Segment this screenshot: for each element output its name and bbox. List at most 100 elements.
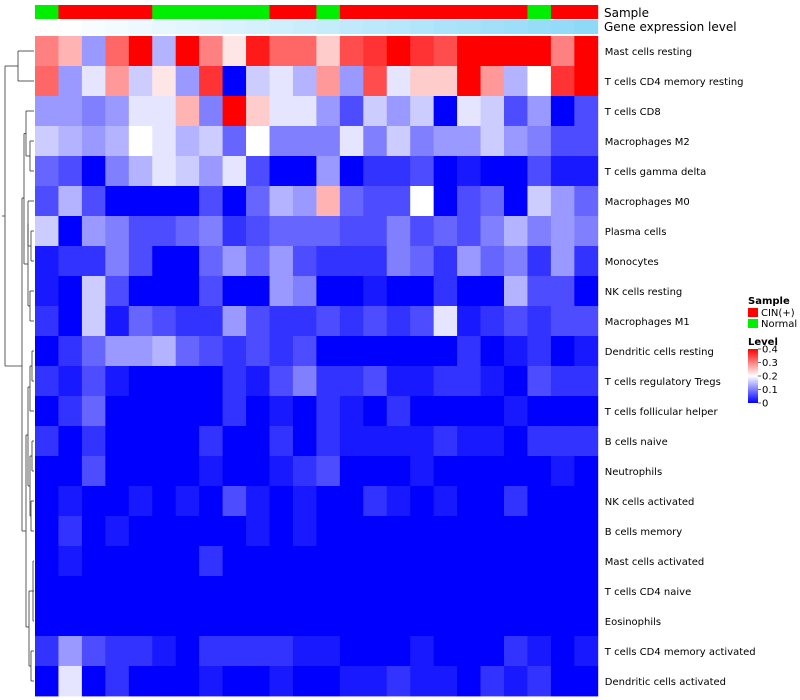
heatmap-cell	[363, 36, 388, 67]
heatmap-cell	[504, 156, 528, 187]
heatmap-cell	[480, 216, 505, 247]
row-label: Macrophages M0	[605, 197, 690, 208]
level-tick-label: 0.1	[762, 385, 778, 396]
heatmap-cell	[152, 186, 177, 217]
expression-annotation-cell	[316, 20, 341, 34]
heatmap-cell	[386, 126, 411, 157]
heatmap-cell	[527, 96, 552, 127]
heatmap-cell	[81, 486, 106, 517]
heatmap-cell	[35, 306, 59, 337]
sample-legend-swatch-normal	[748, 319, 758, 328]
heatmap-cell	[269, 606, 294, 637]
row-label: NK cells activated	[605, 497, 695, 508]
heatmap-cell	[504, 576, 528, 607]
heatmap-cell	[152, 546, 177, 577]
sample-annotation-cell	[35, 5, 59, 19]
heatmap-cell	[105, 456, 130, 487]
heatmap-cell	[81, 216, 106, 247]
heatmap-cell	[175, 126, 200, 157]
heatmap-cell	[316, 666, 341, 697]
heatmap-cell	[574, 216, 599, 247]
heatmap-cell	[316, 486, 341, 517]
heatmap-cell	[81, 186, 106, 217]
row-label: B cells memory	[605, 527, 682, 538]
heatmap-cell	[246, 636, 270, 667]
heatmap-cell	[152, 576, 177, 607]
heatmap-cell	[292, 606, 317, 637]
heatmap-cell	[81, 246, 106, 277]
heatmap-cell	[105, 336, 130, 367]
heatmap-cell	[433, 426, 458, 457]
heatmap-cell	[550, 486, 575, 517]
heatmap-cell	[199, 456, 223, 487]
heatmap-cell	[386, 666, 411, 697]
heatmap-cell	[457, 576, 481, 607]
heatmap-cell	[363, 576, 388, 607]
heatmap-cell	[386, 486, 411, 517]
row-label: T cells CD8	[604, 107, 661, 118]
sample-annotation-cell	[269, 5, 294, 19]
heatmap-cell	[410, 306, 435, 337]
heatmap-cell	[410, 36, 435, 67]
heatmap-cell	[105, 36, 130, 67]
expression-annotation-cell	[480, 20, 505, 34]
heatmap-cell	[269, 456, 294, 487]
heatmap-cell	[316, 276, 341, 307]
heatmap-cell	[410, 486, 435, 517]
heatmap-cell	[457, 636, 481, 667]
heatmap-cell	[35, 396, 59, 427]
heatmap-cell	[175, 606, 200, 637]
heatmap-cell	[386, 456, 411, 487]
heatmap-cell	[457, 366, 481, 397]
heatmap-cell	[550, 216, 575, 247]
heatmap-cell	[175, 216, 200, 247]
heatmap-cell	[222, 516, 247, 547]
heatmap-cell	[128, 486, 153, 517]
heatmap-cell	[433, 606, 458, 637]
heatmap-cell	[199, 246, 223, 277]
heatmap-cell	[246, 246, 270, 277]
heatmap-cell	[105, 246, 130, 277]
heatmap-cell	[269, 576, 294, 607]
heatmap-cell	[363, 516, 388, 547]
heatmap-cell	[480, 666, 505, 697]
heatmap-cell	[386, 576, 411, 607]
expression-annotation-cell	[527, 20, 552, 34]
heatmap-cell	[339, 486, 364, 517]
heatmap-cell	[105, 186, 130, 217]
heatmap-cell	[386, 276, 411, 307]
heatmap-cell	[480, 246, 505, 277]
heatmap-cell	[152, 336, 177, 367]
heatmap-cell	[292, 636, 317, 667]
heatmap-cell	[457, 336, 481, 367]
sample-annotation-cell	[152, 5, 177, 19]
heatmap-cell	[550, 186, 575, 217]
heatmap-cell	[222, 336, 247, 367]
heatmap-cell	[550, 306, 575, 337]
heatmap-cell	[457, 66, 481, 97]
heatmap-cell	[410, 576, 435, 607]
heatmap-cell	[457, 276, 481, 307]
sample-legend-title: Sample	[748, 296, 790, 307]
heatmap-cell	[175, 336, 200, 367]
heatmap-cell	[574, 456, 599, 487]
heatmap-cell	[81, 636, 106, 667]
heatmap-cell	[527, 276, 552, 307]
heatmap-cell	[128, 336, 153, 367]
heatmap-cell	[574, 126, 599, 157]
heatmap-cell	[269, 36, 294, 67]
heatmap-cell	[410, 546, 435, 577]
heatmap-cell	[316, 96, 341, 127]
heatmap-cell	[81, 606, 106, 637]
heatmap-cell	[152, 636, 177, 667]
heatmap-cell	[363, 246, 388, 277]
heatmap-cell	[457, 456, 481, 487]
heatmap-cell	[574, 186, 599, 217]
heatmap-cell	[269, 276, 294, 307]
heatmap-cell	[363, 606, 388, 637]
heatmap-cell	[527, 66, 552, 97]
heatmap-cell	[105, 96, 130, 127]
heatmap-cell	[58, 456, 83, 487]
sample-annotation-cell	[199, 5, 223, 19]
